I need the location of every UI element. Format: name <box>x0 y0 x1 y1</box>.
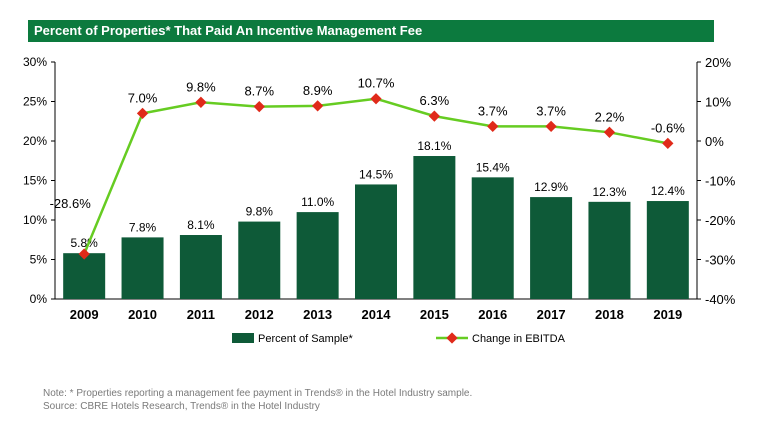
chart-title: Percent of Properties* That Paid An Ince… <box>34 23 423 38</box>
line-point <box>545 120 557 133</box>
line-point <box>487 120 499 133</box>
y-right-tick-label: -40% <box>705 292 736 307</box>
line-point <box>603 126 616 138</box>
y-left-tick-label: 15% <box>23 174 47 188</box>
legend-label: Change in EBITDA <box>472 333 566 345</box>
x-tick-label: 2019 <box>653 307 682 322</box>
line-data-label: 8.7% <box>244 84 274 99</box>
line-point <box>428 110 441 122</box>
bar <box>530 197 573 299</box>
x-tick-label: 2014 <box>362 307 392 322</box>
bar <box>355 184 397 299</box>
line-point <box>311 100 324 112</box>
x-tick-label: 2010 <box>128 307 157 322</box>
footnote: Note: * Properties reporting a managemen… <box>43 388 473 399</box>
line-data-label: -28.6% <box>50 196 92 211</box>
bar-data-label: 14.5% <box>359 167 393 181</box>
bar <box>238 221 281 299</box>
line-data-label: 3.7% <box>478 103 508 118</box>
bar-data-label: 8.1% <box>187 218 215 232</box>
line-data-label: 2.2% <box>595 109 625 124</box>
legend-swatch-marker <box>446 332 458 344</box>
x-tick-label: 2018 <box>595 307 624 322</box>
y-left-tick-label: 10% <box>23 213 47 227</box>
bar-data-label: 5.8% <box>71 236 99 250</box>
bar <box>179 235 222 299</box>
y-left-tick-label: 0% <box>30 292 48 306</box>
bar-data-label: 12.3% <box>592 185 626 199</box>
chart-canvas: 0% 5% 10% 15% 20% 25% 30% -40% -30% -20% -10% 0% 10%… <box>23 55 736 345</box>
y-right-tick-label: 20% <box>705 55 731 70</box>
bar <box>471 177 514 299</box>
line-point <box>195 96 207 108</box>
x-tick-label: 2017 <box>537 307 566 322</box>
bar-data-label: 15.4% <box>476 160 510 174</box>
line-point <box>136 107 149 120</box>
y-right-tick-label: 0% <box>705 134 724 149</box>
bar-data-label: 11.0% <box>301 195 334 209</box>
y-right-tick-label: -20% <box>705 213 736 228</box>
line-data-label: 8.9% <box>303 83 333 98</box>
line-point <box>253 100 265 113</box>
y-left-tick-label: 20% <box>23 134 47 148</box>
x-tick-label: 2015 <box>420 307 449 322</box>
line-data-label: 10.7% <box>358 76 395 91</box>
x-tick-label: 2011 <box>187 307 215 322</box>
bar <box>63 253 106 299</box>
legend-swatch-bar <box>232 333 254 343</box>
y-right-tick-label: -10% <box>705 174 736 189</box>
bar <box>588 201 631 299</box>
legend-label: Percent of Sample* <box>258 333 353 345</box>
line-data-label: 3.7% <box>536 103 566 118</box>
line-data-label: -0.6% <box>651 120 685 135</box>
bar-data-label: 12.4% <box>651 184 685 198</box>
y-right-tick-label: 10% <box>705 95 731 110</box>
line-data-label: 7.0% <box>128 90 158 105</box>
x-tick-label: 2012 <box>245 307 274 322</box>
source-note: Source: CBRE Hotels Research, Trends® in… <box>43 401 320 412</box>
x-tick-label: 2009 <box>70 307 99 322</box>
line-point <box>370 93 382 105</box>
y-left-tick-label: 5% <box>30 253 48 267</box>
y-left-tick-label: 30% <box>23 55 47 69</box>
bar <box>121 237 164 299</box>
chart-title-bar: Percent of Properties* That Paid An Ince… <box>28 20 714 42</box>
line-data-label: 6.3% <box>420 93 450 108</box>
x-tick-label: 2016 <box>478 307 507 322</box>
line-data-label: 9.8% <box>186 79 216 94</box>
bar-data-label: 7.8% <box>129 220 157 234</box>
bar-data-label: 12.9% <box>534 180 568 194</box>
bar <box>296 212 339 299</box>
y-right-tick-label: -30% <box>705 253 736 268</box>
bar <box>413 156 456 299</box>
y-left-tick-label: 25% <box>23 95 47 109</box>
x-tick-label: 2013 <box>303 307 332 322</box>
bar-data-label: 18.1% <box>417 139 451 153</box>
bar-data-label: 9.8% <box>246 205 274 219</box>
bar <box>646 201 689 299</box>
line-point <box>662 137 674 150</box>
